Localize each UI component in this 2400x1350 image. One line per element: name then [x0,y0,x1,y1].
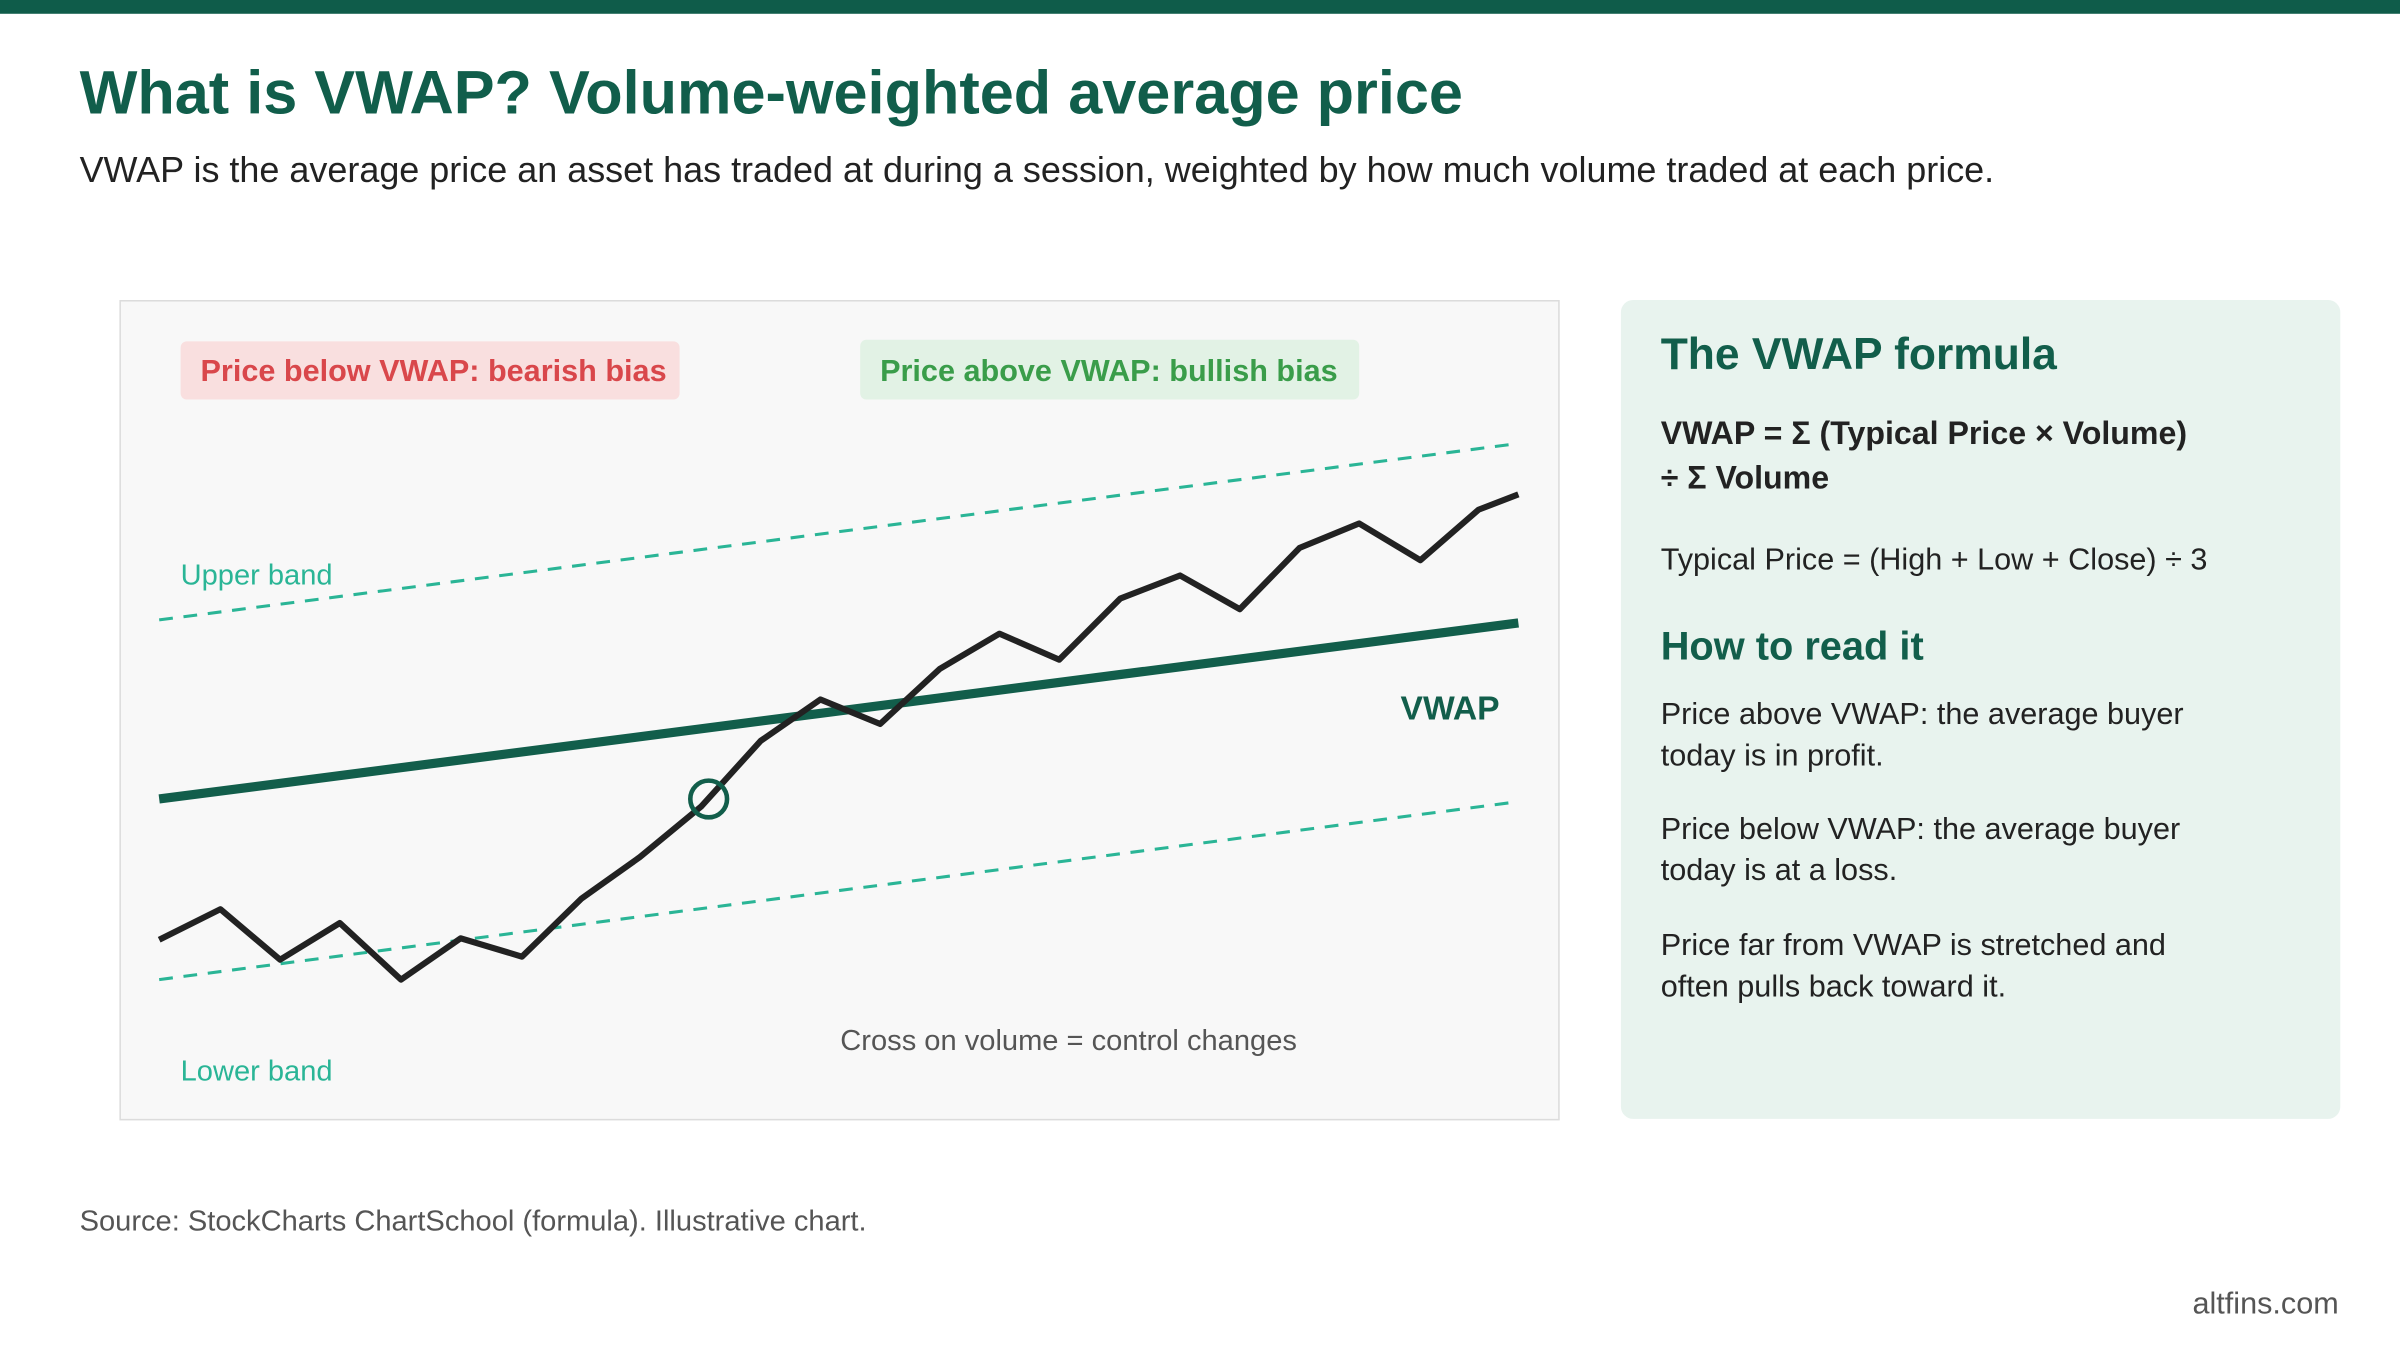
point-line: Price below VWAP: the average buyer [1661,812,2180,846]
price-line [157,491,1520,983]
panel-background [1620,300,2341,1119]
formula-line: ÷ Σ Volume [1661,459,1829,495]
panel-title: The VWAP formula [1661,330,2057,379]
top-bar [0,0,2400,14]
formula-line: VWAP = Σ (Typical Price × Volume) [1661,415,2187,451]
bullish-pill [860,339,1360,400]
upper-band-label: Upper band [181,560,333,592]
cross-note: Cross on volume = control changes [840,1025,1297,1057]
point-line: today is in profit. [1661,738,1884,772]
bearish-label: Price below VWAP: bearish bias [201,354,667,388]
point-line: Price far from VWAP is stretched and [1661,928,2166,962]
bullish-label: Price above VWAP: bullish bias [880,354,1338,388]
subtitle: VWAP is the average price an asset has t… [80,149,1995,190]
typical-price: Typical Price = (High + Low + Close) ÷ 3 [1661,542,2208,576]
vwap-label: VWAP [1401,690,1500,727]
point-line: today is at a loss. [1661,853,1898,887]
formula-panel: The VWAP formula VWAP = Σ (Typical Price… [1620,300,2341,1119]
bearish-pill [180,341,680,400]
cross-marker [688,778,730,820]
panel-subtitle: How to read it [1661,625,1924,669]
point-line: Price above VWAP: the average buyer [1661,697,2184,731]
source-note: Source: StockCharts ChartSchool (formula… [80,1206,867,1238]
point-line: often pulls back toward it. [1661,969,2006,1003]
vwap-line [158,618,1519,804]
lower-band-line [158,800,1516,982]
upper-band-line [158,442,1516,622]
title: What is VWAP? Volume-weighted average pr… [80,58,1463,126]
lower-band-label: Lower band [181,1056,333,1088]
brand: altfins.com [2192,1286,2338,1320]
chart: Price below VWAP: bearish bias Price abo… [119,300,1560,1121]
